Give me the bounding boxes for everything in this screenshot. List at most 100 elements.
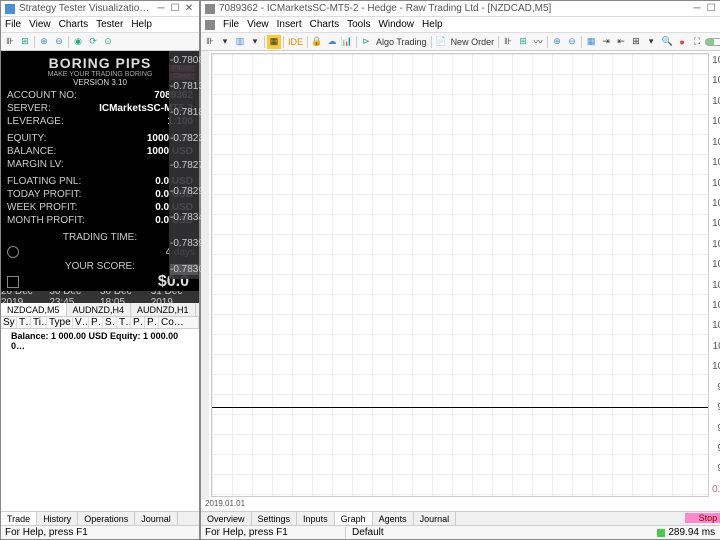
trophy-icon <box>7 276 19 288</box>
grid-icon[interactable]: ▦ <box>584 35 598 49</box>
zoom-out-icon[interactable]: ⊖ <box>52 35 66 49</box>
tester-panel: BORING PIPS MAKE YOUR TRADING BORING VER… <box>1 51 199 291</box>
titlebar-right: 7089362 - ICMarketsSC-MT5-2 - Hedge - Ra… <box>201 1 720 17</box>
chart-canvas[interactable] <box>211 53 709 497</box>
bar-icon[interactable]: ⊞ <box>18 35 32 49</box>
tab-overview[interactable]: Overview <box>201 512 252 525</box>
window-title: Strategy Tester Visualization: BoringPip… <box>19 3 153 14</box>
symbol-tabs: NZDCAD,M5 AUDNZD,H4 AUDNZD,H1 AUDNZD,… <box>1 303 199 317</box>
algo-button[interactable]: Algo Trading <box>374 37 429 47</box>
separator <box>356 36 357 48</box>
label: EQUITY: <box>7 133 46 144</box>
step-icon[interactable]: ⟳ <box>86 35 100 49</box>
candle-icon[interactable]: ⊪ <box>203 35 217 49</box>
app-icon <box>205 4 215 14</box>
tab-journal[interactable]: Journal <box>135 512 178 525</box>
menu-charts[interactable]: Charts <box>59 19 88 30</box>
tab-settings[interactable]: Settings <box>252 512 298 525</box>
zoom-out-icon[interactable]: ⊖ <box>565 35 579 49</box>
toolbox-sidebar[interactable] <box>201 51 209 499</box>
line-icon[interactable]: 〰 <box>531 35 545 49</box>
trade-list-empty <box>1 353 199 511</box>
minimize-button[interactable]: ─ <box>155 3 167 15</box>
label: LEVERAGE: <box>7 116 64 127</box>
folder-icon[interactable]: ▦ <box>267 35 281 49</box>
algo-toggle-icon[interactable]: ⊳ <box>359 35 373 49</box>
clock-icon <box>7 246 19 258</box>
menu-window[interactable]: Window <box>378 19 414 30</box>
tab-audnzd-h1[interactable]: AUDNZD,H1 <box>131 303 196 316</box>
toolbar-right: ⊪ ▾ ▥ ▾ ▦ IDE 🔒 ☁ 📊 ⊳ Algo Trading 📄 New… <box>201 33 720 51</box>
ping-value: 289.94 ms <box>668 527 715 538</box>
candle-icon[interactable]: ⊪ <box>3 35 17 49</box>
shift-icon[interactable]: ⇤ <box>614 35 628 49</box>
score-label: YOUR SCORE: <box>65 261 135 272</box>
menu-tester[interactable]: Tester <box>96 19 123 30</box>
menu-charts[interactable]: Charts <box>310 19 339 30</box>
bar-icon[interactable]: ⊪ <box>501 35 515 49</box>
tab-graph[interactable]: Graph <box>335 512 373 525</box>
menu-file[interactable]: File <box>223 19 239 30</box>
label: MARGIN LV: <box>7 159 64 170</box>
sheet-icon[interactable]: ▥ <box>233 35 247 49</box>
ide-button[interactable]: IDE <box>286 37 305 47</box>
menu-help[interactable]: Help <box>131 19 152 30</box>
zoom-in-icon[interactable]: ⊕ <box>550 35 564 49</box>
menu-tools[interactable]: Tools <box>347 19 370 30</box>
scroll-icon[interactable]: ⇥ <box>599 35 613 49</box>
signal-icon <box>657 529 665 537</box>
label: ACCOUNT NO: <box>7 90 77 101</box>
chart-icon[interactable]: 📊 <box>340 35 354 49</box>
tab-journal[interactable]: Journal <box>414 512 457 525</box>
label: SERVER: <box>7 103 51 114</box>
status-profile: Default <box>345 527 657 538</box>
menu-view[interactable]: View <box>247 19 269 30</box>
lock-icon[interactable]: 🔒 <box>310 35 324 49</box>
date-axis: 2019.01.01 <box>201 499 720 511</box>
cloud-icon[interactable]: ☁ <box>325 35 339 49</box>
new-order-button[interactable]: New Order <box>449 37 497 47</box>
bottom-tabs-left: Trade History Operations Journal <box>1 511 199 525</box>
balance-row: Balance: 1 000.00 USD Equity: 1 000.00 0… <box>1 329 199 353</box>
separator <box>431 36 432 48</box>
separator <box>581 36 582 48</box>
maximize-button[interactable]: ☐ <box>169 3 181 15</box>
play-icon[interactable]: ◉ <box>71 35 85 49</box>
tab-audnzd-h4[interactable]: AUDNZD,H4 <box>67 303 132 316</box>
tab-agents[interactable]: Agents <box>373 512 414 525</box>
dropdown-icon[interactable]: ▾ <box>248 35 262 49</box>
panel-title: BORING PIPS <box>5 55 195 71</box>
fullscreen-icon[interactable]: ⛶ <box>690 35 704 49</box>
pause-icon[interactable]: ⊙ <box>101 35 115 49</box>
separator <box>547 36 548 48</box>
menu-view[interactable]: View <box>29 19 51 30</box>
tab-operations[interactable]: Operations <box>78 512 135 525</box>
menu-insert[interactable]: Insert <box>277 19 302 30</box>
menu-help[interactable]: Help <box>422 19 443 30</box>
doc-icon <box>205 20 215 30</box>
minimize-button[interactable]: ─ <box>691 3 703 15</box>
dropdown-icon[interactable]: ▾ <box>644 35 658 49</box>
zoom-in-icon[interactable]: ⊕ <box>37 35 51 49</box>
label: MONTH PROFIT: <box>7 215 85 226</box>
chart-area[interactable]: 1099 1090 1083 1077 1071 1065 1059 1053 … <box>201 51 720 499</box>
tab-history[interactable]: History <box>37 512 78 525</box>
candle-icon[interactable]: ⊞ <box>516 35 530 49</box>
menu-file[interactable]: File <box>5 19 21 30</box>
tab-inputs[interactable]: Inputs <box>297 512 335 525</box>
close-button[interactable]: ✕ <box>183 3 195 15</box>
bottom-tabs-right: Overview Settings Inputs Graph Agents Jo… <box>201 511 720 525</box>
dropdown-icon[interactable]: ▾ <box>218 35 232 49</box>
new-order-icon[interactable]: 📄 <box>434 35 448 49</box>
maximize-button[interactable]: ☐ <box>705 3 717 15</box>
alert-icon[interactable]: ● <box>675 35 689 49</box>
label: WEEK PROFIT: <box>7 202 78 213</box>
separator <box>34 36 35 48</box>
tab-trade[interactable]: Trade <box>1 512 37 525</box>
label: TODAY PROFIT: <box>7 189 81 200</box>
stop-button[interactable]: Stop <box>685 513 720 523</box>
search-icon[interactable]: 🔍 <box>660 35 674 49</box>
panel-version: VERSION 3.10 <box>5 78 195 87</box>
indicator-icon[interactable]: ⊞ <box>629 35 643 49</box>
tab-nzdcad[interactable]: NZDCAD,M5 <box>1 303 67 316</box>
